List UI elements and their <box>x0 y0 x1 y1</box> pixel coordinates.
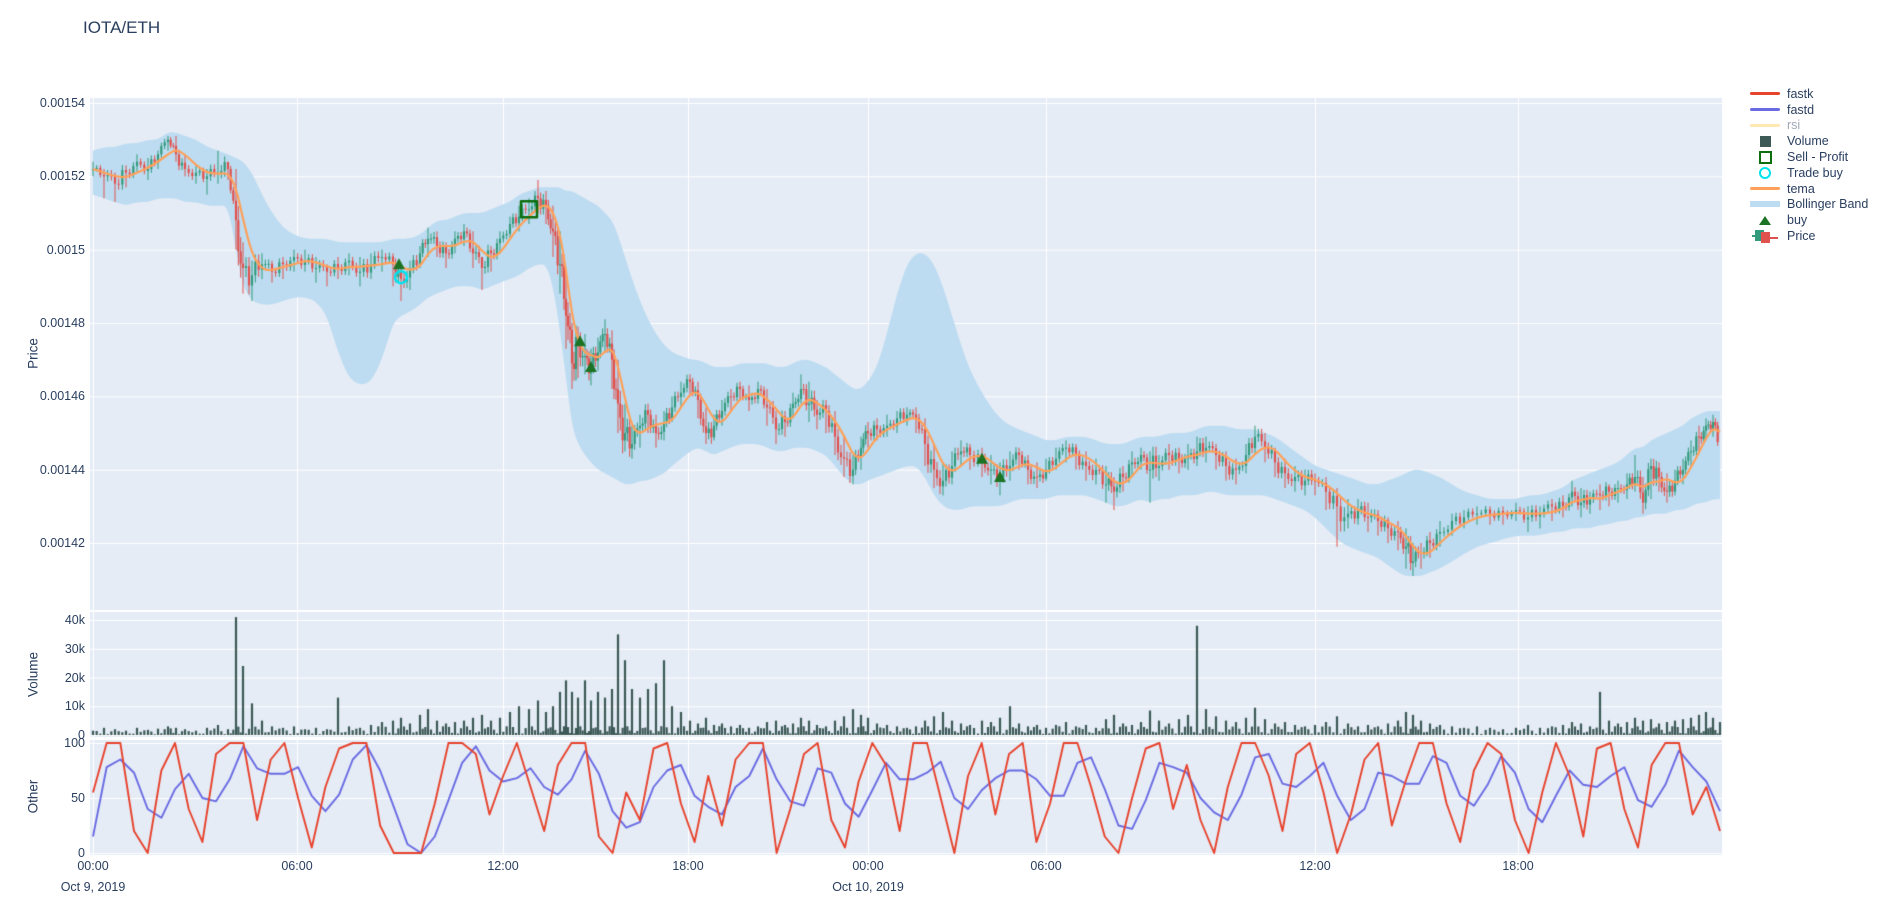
price-candle-icon <box>1748 229 1782 244</box>
tick-label: 00:00 <box>77 859 109 873</box>
tick-label: Oct 10, 2019 <box>832 880 904 894</box>
bollinger-band-icon <box>1748 201 1782 208</box>
legend-item-sell-profit[interactable]: Sell - Profit <box>1748 149 1868 165</box>
tema-line-icon <box>1748 187 1782 191</box>
tick-label: 0.00152 <box>39 169 85 184</box>
volume-axis-title: Volume <box>25 651 41 698</box>
legend-item-rsi[interactable]: rsi <box>1748 118 1868 134</box>
tick-label: 100 <box>64 736 85 750</box>
tick-label: 12:00 <box>487 859 519 873</box>
tick-label: 0.00146 <box>39 389 85 404</box>
volume-square-icon <box>1748 135 1782 147</box>
tick-label: 18:00 <box>672 859 704 873</box>
tick-label: 0 <box>78 846 85 860</box>
legend-item-bollinger[interactable]: Bollinger Band <box>1748 197 1868 213</box>
tick-label: 0.00148 <box>39 316 85 331</box>
legend-item-price[interactable]: Price <box>1748 228 1868 244</box>
tick-label: 0.0015 <box>46 242 85 257</box>
tick-label: 00:00 <box>852 859 884 873</box>
trade-buy-circle-icon <box>1748 166 1782 179</box>
other-axis-title: Other <box>25 779 41 814</box>
price-axis-title: Price <box>25 338 41 369</box>
tick-label: 12:00 <box>1299 859 1331 873</box>
tick-label: 06:00 <box>1030 859 1062 873</box>
tick-label: 0.00154 <box>39 96 85 110</box>
tick-label: 10k <box>64 699 85 714</box>
legend-item-fastk[interactable]: fastk <box>1748 86 1868 102</box>
fastd-line-icon <box>1748 108 1782 112</box>
tick-label: 20k <box>64 670 85 685</box>
sell-profit-square-icon <box>1748 150 1782 164</box>
legend-item-buy[interactable]: buy <box>1748 212 1868 228</box>
legend-item-volume[interactable]: Volume <box>1748 133 1868 149</box>
legend-item-trade-buy[interactable]: Trade buy <box>1748 165 1868 181</box>
tick-label: Oct 9, 2019 <box>60 880 126 894</box>
tick-label: 40k <box>64 613 85 627</box>
tick-label: 0 <box>78 728 85 742</box>
rsi-line-icon <box>1748 123 1782 127</box>
buy-triangle-icon <box>1748 215 1782 225</box>
legend: fastk fastd rsi Volume Sell - Profit Tra… <box>1748 86 1868 244</box>
tick-label: 0.00144 <box>39 462 85 477</box>
tick-label: 06:00 <box>281 859 313 873</box>
tick-label: 18:00 <box>1502 859 1534 873</box>
fastk-line-icon <box>1748 92 1782 96</box>
tick-label: 50 <box>71 791 85 805</box>
tick-label: 0.00142 <box>39 536 85 551</box>
legend-item-tema[interactable]: tema <box>1748 181 1868 197</box>
tick-label: 30k <box>64 641 85 656</box>
legend-item-fastd[interactable]: fastd <box>1748 102 1868 118</box>
